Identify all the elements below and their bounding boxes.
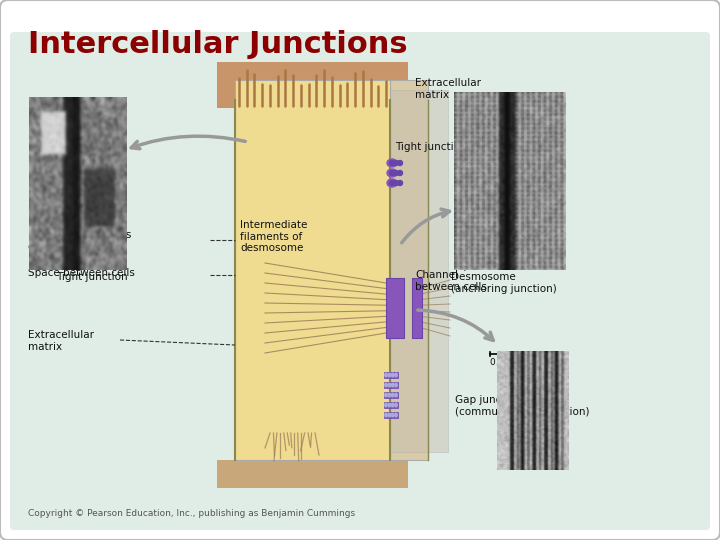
Ellipse shape [395, 413, 397, 417]
Ellipse shape [384, 393, 387, 397]
Ellipse shape [397, 160, 402, 165]
Bar [384, 372, 398, 378]
Ellipse shape [387, 159, 397, 167]
Ellipse shape [392, 403, 394, 407]
Ellipse shape [388, 373, 390, 377]
Ellipse shape [387, 169, 397, 177]
Text: Desmosome
(anchoring junction): Desmosome (anchoring junction) [451, 272, 557, 294]
Text: Channel
between cells: Channel between cells [415, 270, 487, 292]
Ellipse shape [390, 180, 395, 186]
Ellipse shape [388, 393, 390, 397]
Bar [384, 392, 398, 398]
Ellipse shape [384, 413, 387, 417]
Bar [388, 90, 448, 452]
Bar [384, 382, 398, 388]
Text: Gap junction
(communicating junction): Gap junction (communicating junction) [455, 395, 590, 416]
Ellipse shape [394, 171, 398, 176]
Bar [390, 80, 428, 460]
Ellipse shape [395, 373, 397, 377]
Ellipse shape [384, 403, 387, 407]
Text: Tight junction: Tight junction [56, 272, 127, 282]
Text: Intercellular Junctions: Intercellular Junctions [28, 30, 408, 59]
Bar [235, 80, 390, 460]
Ellipse shape [390, 171, 395, 176]
Text: 1 μm: 1 μm [455, 262, 478, 271]
Ellipse shape [387, 179, 397, 187]
Bar [412, 278, 422, 338]
Text: Extracellular
matrix: Extracellular matrix [28, 330, 94, 352]
Ellipse shape [395, 393, 397, 397]
Ellipse shape [388, 403, 390, 407]
Text: Tight junction: Tight junction [395, 142, 467, 152]
Ellipse shape [392, 373, 394, 377]
Text: Copyright © Pearson Education, Inc., publishing as Benjamin Cummings: Copyright © Pearson Education, Inc., pub… [28, 509, 355, 518]
Ellipse shape [384, 373, 387, 377]
Ellipse shape [397, 171, 402, 176]
Text: Extracellular
matrix: Extracellular matrix [415, 78, 481, 99]
Ellipse shape [394, 160, 398, 165]
Ellipse shape [392, 413, 394, 417]
Ellipse shape [384, 383, 387, 387]
Ellipse shape [392, 393, 394, 397]
FancyBboxPatch shape [10, 32, 710, 530]
Bar [384, 402, 398, 408]
Text: Intermediate
filaments of
desmosome: Intermediate filaments of desmosome [240, 220, 307, 253]
Bar [384, 412, 398, 418]
Ellipse shape [388, 413, 390, 417]
Ellipse shape [397, 180, 402, 186]
Ellipse shape [394, 180, 398, 186]
Ellipse shape [392, 383, 394, 387]
Ellipse shape [390, 160, 395, 165]
Ellipse shape [388, 383, 390, 387]
Bar [217, 460, 408, 488]
Text: 0.1 μm: 0.1 μm [490, 358, 522, 367]
Bar [217, 62, 408, 108]
Bar [386, 278, 404, 338]
Text: Plasma membranes
of adjacent cells: Plasma membranes of adjacent cells [28, 230, 131, 252]
Text: Space between cells: Space between cells [28, 268, 135, 278]
Ellipse shape [395, 383, 397, 387]
Ellipse shape [395, 403, 397, 407]
Text: 0.25 μm: 0.25 μm [68, 262, 105, 271]
